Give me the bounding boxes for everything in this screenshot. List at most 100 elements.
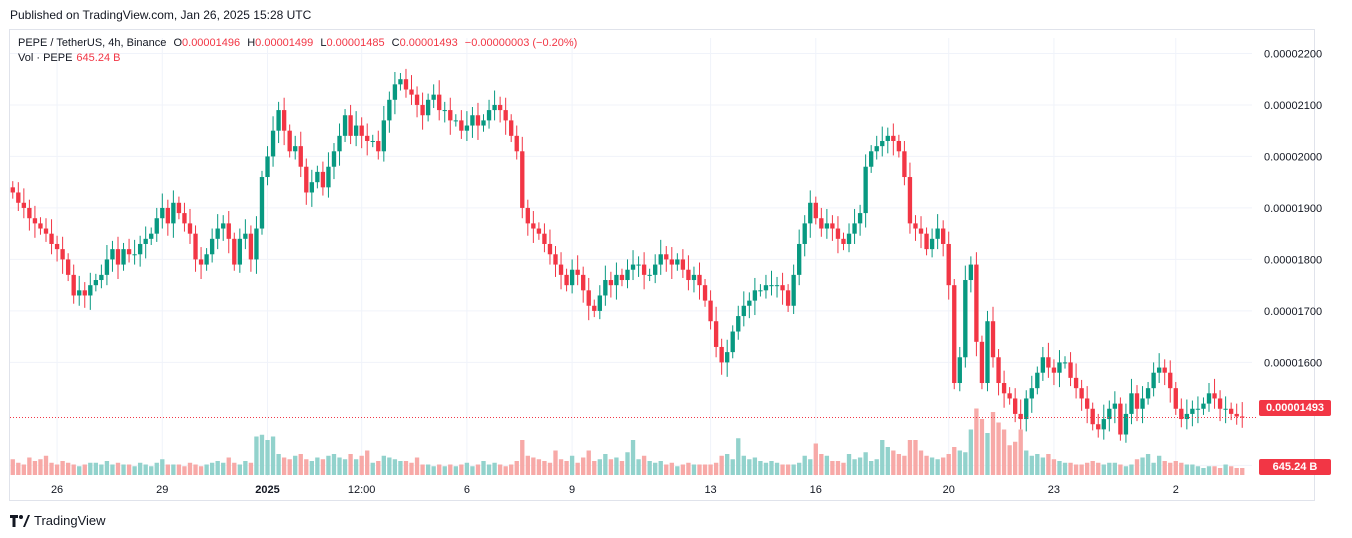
volume-bar xyxy=(1168,462,1173,475)
volume-bar xyxy=(625,452,630,475)
candle-body xyxy=(503,110,508,121)
volume-bar xyxy=(586,450,591,475)
candle-body xyxy=(597,295,602,311)
candle-body xyxy=(808,202,813,224)
candle-body xyxy=(165,207,171,224)
candle-body xyxy=(592,305,597,311)
volume-bar xyxy=(99,464,104,475)
volume-bar xyxy=(1173,461,1178,475)
volume-bar xyxy=(204,464,209,475)
candle-body xyxy=(49,233,54,244)
candle-body xyxy=(1096,424,1101,430)
candle-body xyxy=(952,285,957,384)
candle-body xyxy=(542,233,547,244)
volume-bar xyxy=(1129,464,1134,475)
volume-bar xyxy=(1073,464,1079,475)
candle-body xyxy=(963,280,968,358)
candle-body xyxy=(979,341,985,384)
volume-bar xyxy=(603,454,608,475)
volume-bar xyxy=(1084,462,1090,475)
candle-body xyxy=(115,249,121,265)
candle-body xyxy=(1156,367,1162,373)
candle-body xyxy=(187,223,193,234)
candle-body xyxy=(259,177,265,229)
symbol-label[interactable]: PEPE / TetherUS, 4h, Binance xyxy=(18,37,167,49)
volume-bar xyxy=(104,461,110,475)
candle-body xyxy=(1029,388,1034,399)
volume-bar xyxy=(1118,464,1123,475)
candle-body xyxy=(713,321,719,347)
candle-body xyxy=(204,254,209,265)
candle-body xyxy=(697,274,702,286)
candle-body xyxy=(1173,388,1178,409)
candle-body xyxy=(209,238,215,255)
candle-body xyxy=(813,202,818,219)
volume-bar xyxy=(1156,455,1162,475)
volume-bar xyxy=(21,464,27,475)
volume-bar xyxy=(248,462,254,475)
volume-bar xyxy=(1040,457,1046,475)
volume-label[interactable]: Vol · PEPE xyxy=(18,52,73,64)
published-caption: Published on TradingView.com, Jan 26, 20… xyxy=(10,8,312,22)
volume-bar xyxy=(71,464,76,475)
volume-bars xyxy=(10,408,1245,475)
candle-body xyxy=(398,79,403,85)
candle-body xyxy=(630,264,636,270)
candle-body xyxy=(276,110,281,131)
volume-bar xyxy=(226,457,231,475)
candle-body xyxy=(614,274,619,286)
volume-bar xyxy=(1062,462,1068,475)
volume-bar xyxy=(54,464,60,475)
ohlc-legend: PEPE / TetherUS, 4h, Binance O0.00001496… xyxy=(18,36,577,51)
candle-body xyxy=(215,228,220,239)
volume-bar xyxy=(143,464,148,475)
candle-body xyxy=(564,274,569,286)
candle-body xyxy=(819,218,824,229)
candle-body xyxy=(1084,398,1090,409)
volume-bar xyxy=(996,422,1001,475)
candles xyxy=(10,68,1245,443)
volume-bar xyxy=(1101,464,1106,475)
volume-bar xyxy=(979,419,985,475)
candle-body xyxy=(880,140,885,147)
volume-bar xyxy=(293,455,298,475)
candle-body xyxy=(442,110,447,112)
candle-body xyxy=(1018,413,1023,420)
volume-bar xyxy=(1140,457,1145,475)
volume-bar xyxy=(320,459,326,475)
time-tick-label: 26 xyxy=(51,484,63,496)
candle-body xyxy=(21,202,27,208)
volume-bar xyxy=(957,450,962,475)
tradingview-brand[interactable]: TradingView xyxy=(10,513,106,528)
candle-body xyxy=(137,243,143,255)
volume-bar xyxy=(442,466,447,475)
volume-bar xyxy=(564,461,569,475)
last-price-tag: 0.00001493 xyxy=(1259,400,1331,416)
candle-body xyxy=(470,115,475,126)
volume-bar xyxy=(946,454,951,475)
candle-body xyxy=(769,285,774,287)
volume-bar xyxy=(1123,466,1129,475)
candle-body xyxy=(918,228,924,234)
volume-bar xyxy=(1195,466,1201,475)
volume-bar xyxy=(315,457,320,475)
price-tick-label: 0.00001900 xyxy=(1264,203,1322,215)
close-label: C xyxy=(391,37,400,49)
volume-bar xyxy=(525,455,530,475)
candle-body xyxy=(664,254,669,260)
volume-bar xyxy=(1184,464,1190,475)
candle-body xyxy=(1201,403,1206,409)
candle-body xyxy=(121,249,126,265)
volume-bar xyxy=(1051,459,1057,475)
volume-bar xyxy=(863,452,868,475)
candle-body xyxy=(1101,419,1106,430)
candle-body xyxy=(1073,377,1079,389)
volume-bar xyxy=(941,457,946,475)
volume-bar xyxy=(653,462,658,475)
candle-body xyxy=(525,207,530,224)
volume-bar xyxy=(1228,466,1234,475)
volume-bar xyxy=(520,440,525,475)
volume-bar xyxy=(614,457,619,475)
volume-bar xyxy=(641,455,647,475)
